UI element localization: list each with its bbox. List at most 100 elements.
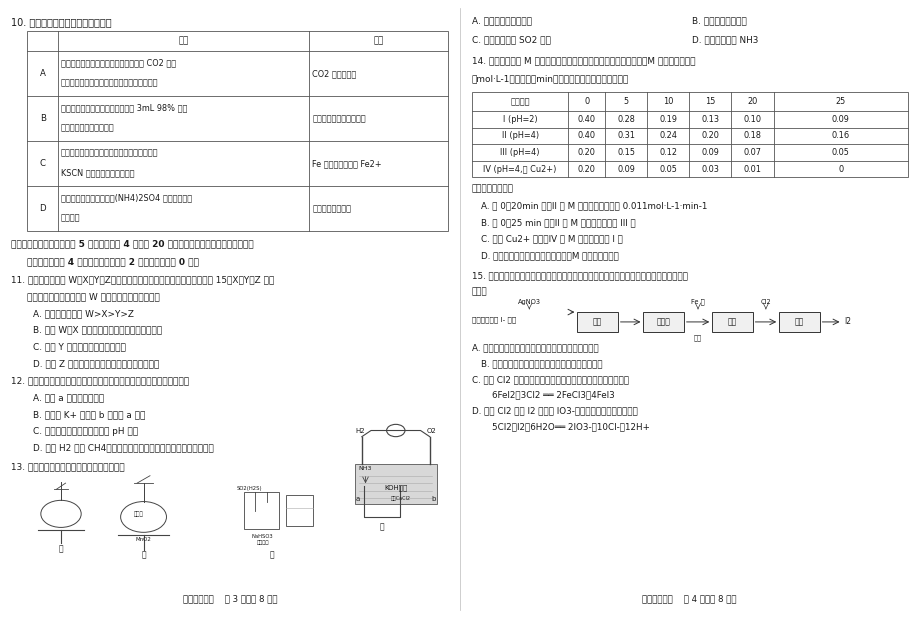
Text: Fe 被稀硝酸氧化为 Fe2+: Fe 被稀硝酸氧化为 Fe2+ <box>312 159 381 168</box>
Text: KSCN 溶液，溶液不呈血红色: KSCN 溶液，溶液不呈血红色 <box>61 168 134 177</box>
Text: 时间水样: 时间水样 <box>510 97 529 106</box>
Text: 铝与浓硫酸常温下不反应: 铝与浓硫酸常温下不反应 <box>312 114 366 123</box>
Text: II (pH=4): II (pH=4) <box>501 131 538 140</box>
Bar <box>27 31 448 231</box>
Text: 5: 5 <box>623 97 628 106</box>
Text: （mol·L-1）随时间（min）变化的有关实验数据见下表。: （mol·L-1）随时间（min）变化的有关实验数据见下表。 <box>471 74 629 83</box>
Text: SO2(H2S): SO2(H2S) <box>236 486 262 491</box>
Text: A. 用甲装置做喷泉实验: A. 用甲装置做喷泉实验 <box>471 17 531 26</box>
Text: B. 元素 W、X 的简单离子具有相同的电子层结构: B. 元素 W、X 的简单离子具有相同的电子层结构 <box>33 326 163 334</box>
Text: A: A <box>40 69 46 78</box>
Text: KOH溶液: KOH溶液 <box>384 484 407 491</box>
Text: AgNO3: AgNO3 <box>517 298 540 305</box>
Text: 0.16: 0.16 <box>831 131 849 140</box>
Text: 浓盐酸: 浓盐酸 <box>134 511 143 517</box>
Text: 将稀硝酸加入过量铁粉中，充分反应后再滴加: 将稀硝酸加入过量铁粉中，充分反应后再滴加 <box>61 148 158 158</box>
Text: 0.13: 0.13 <box>700 115 719 124</box>
Text: 0.24: 0.24 <box>659 131 676 140</box>
Text: 11. 已知短周期元素 W、X、Y、Z，原子序数依次增大，最外层电子数之和为 15。X、Y、Z 为同: 11. 已知短周期元素 W、X、Y、Z，原子序数依次增大，最外层电子数之和为 1… <box>10 276 274 285</box>
Text: 0.40: 0.40 <box>577 131 595 140</box>
Text: 0.09: 0.09 <box>617 164 634 174</box>
Text: A. 整个流程中涉及的化学反应类型均为氧化还原反应: A. 整个流程中涉及的化学反应类型均为氧化还原反应 <box>471 343 598 352</box>
Text: 富集: 富集 <box>593 318 602 326</box>
Text: 二、不定项选择题：本题共 5 小题，每小题 4 分，共 20 分。每小题有一个或两个选项符合题: 二、不定项选择题：本题共 5 小题，每小题 4 分，共 20 分。每小题有一个或… <box>10 239 253 248</box>
Text: Cl2: Cl2 <box>760 298 770 305</box>
Text: I (pH=2): I (pH=2) <box>502 115 537 124</box>
Text: I2: I2 <box>844 318 850 326</box>
Text: 12. 右图为氢氧燃料电池结构示意图，下列有关该电池的说法不正确的是: 12. 右图为氢氧燃料电池结构示意图，下列有关该电池的说法不正确的是 <box>10 377 188 386</box>
Text: 0.03: 0.03 <box>700 164 719 174</box>
Text: D. 如把 H2 换成 CH4，产生相同的电量，消耗氧气的物质的量相同: D. 如把 H2 换成 CH4，产生相同的电量，消耗氧气的物质的量相同 <box>33 443 214 452</box>
Text: 14. 对水样中溶质 M 的分解速率影响因素进行研究。在相同温度下，M 的物质的量浓度: 14. 对水样中溶质 M 的分解速率影响因素进行研究。在相同温度下，M 的物质的… <box>471 57 695 66</box>
Text: 15. 碘及其化合物广泛用于医药、染料等方面。一种制备方法如图所示，下列有关说法正确: 15. 碘及其化合物广泛用于医药、染料等方面。一种制备方法如图所示，下列有关说法… <box>471 271 687 280</box>
Text: D. 过量 Cl2 会将 I2 氧化为 IO3-，其反应的离子方程式为：: D. 过量 Cl2 会将 I2 氧化为 IO3-，其反应的离子方程式为： <box>471 407 637 416</box>
Text: 20: 20 <box>746 97 757 106</box>
Text: III (pH=4): III (pH=4) <box>500 148 539 157</box>
Text: 下列说法正确的是: 下列说法正确的是 <box>471 185 514 193</box>
Text: 沉淀产生: 沉淀产生 <box>61 213 81 222</box>
Text: 转化: 转化 <box>727 318 736 326</box>
Text: B. 用乙装置制备氯气: B. 用乙装置制备氯气 <box>691 17 746 26</box>
Text: 0.10: 0.10 <box>743 115 761 124</box>
Text: 丙: 丙 <box>269 551 274 560</box>
Text: 10: 10 <box>663 97 673 106</box>
Text: 6FeI2＋3Cl2 ══ 2FeCl3＋4FeI3: 6FeI2＋3Cl2 ══ 2FeCl3＋4FeI3 <box>481 391 614 400</box>
Text: B. 转化中生成的沉淀与硝酸反应的产物可循环使用: B. 转化中生成的沉淀与硝酸反应的产物可循环使用 <box>481 359 602 368</box>
Text: 结论: 结论 <box>373 36 383 46</box>
Text: 高一化学试题    第 3 页（共 8 页）: 高一化学试题 第 3 页（共 8 页） <box>183 594 278 603</box>
Text: 0.09: 0.09 <box>700 148 719 157</box>
Text: C: C <box>40 159 46 168</box>
Text: D: D <box>40 204 46 213</box>
Bar <box>577 312 617 332</box>
Text: 将打磨过的铝条放入试管，再加入 3mL 98% 浓硫: 将打磨过的铝条放入试管，再加入 3mL 98% 浓硫 <box>61 104 187 112</box>
Text: 意，全部选对得 4 分，选对但不全的得 2 分，有选错的得 0 分。: 意，全部选对得 4 分，选对但不全的得 2 分，有选错的得 0 分。 <box>27 257 199 266</box>
Text: 25: 25 <box>834 97 845 106</box>
Bar <box>244 493 279 529</box>
Text: 0.19: 0.19 <box>659 115 676 124</box>
Bar <box>354 464 437 504</box>
Text: 0.07: 0.07 <box>743 148 761 157</box>
Text: 0.40: 0.40 <box>577 115 595 124</box>
Text: 10. 下列由实验得出的结论正确的是: 10. 下列由实验得出的结论正确的是 <box>10 17 111 27</box>
Text: 实验: 实验 <box>178 36 188 46</box>
Text: C. 元素 Y 的主族序数与周期数相同: C. 元素 Y 的主族序数与周期数相同 <box>33 342 126 351</box>
Text: 向鸡蛋白溶液中加入饱和(NH4)2SO4 溶液，有白色: 向鸡蛋白溶液中加入饱和(NH4)2SO4 溶液，有白色 <box>61 193 192 203</box>
Text: NH3: NH3 <box>358 466 372 471</box>
Text: B. 溶液中 K+ 由电极 b 向电极 a 移动: B. 溶液中 K+ 由电极 b 向电极 a 移动 <box>33 410 146 419</box>
Text: H2: H2 <box>355 428 365 434</box>
Text: 将金属钠在燃烧匙中点燃迅速伸入集满 CO2 的集: 将金属钠在燃烧匙中点燃迅速伸入集满 CO2 的集 <box>61 59 176 68</box>
Text: C. 通入 Cl2 后，若氧化产物只有一种，反应的化学方程式为：: C. 通入 Cl2 后，若氧化产物只有一种，反应的化学方程式为： <box>471 375 629 384</box>
Text: B: B <box>40 114 46 123</box>
Text: 甲: 甲 <box>59 544 63 554</box>
Bar <box>778 312 819 332</box>
Text: 氧化: 氧化 <box>794 318 803 326</box>
Text: 0.31: 0.31 <box>617 131 634 140</box>
Text: 0.01: 0.01 <box>743 164 761 174</box>
Text: b: b <box>431 496 436 502</box>
Text: C. 电池工作一段时间后溶液的 pH 减小: C. 电池工作一段时间后溶液的 pH 减小 <box>33 426 139 436</box>
Text: 0.28: 0.28 <box>617 115 634 124</box>
Text: 0.09: 0.09 <box>831 115 848 124</box>
Text: 萃取液: 萃取液 <box>656 318 670 326</box>
Text: 0.20: 0.20 <box>577 164 595 174</box>
Bar <box>471 93 907 177</box>
Text: 5Cl2＋I2＋6H2O══ 2IO3-＋10Cl-＋12H+: 5Cl2＋I2＋6H2O══ 2IO3-＋10Cl-＋12H+ <box>481 423 649 432</box>
Text: 0.05: 0.05 <box>831 148 848 157</box>
Bar <box>286 496 312 526</box>
Text: B. 在 0～25 min 内，II 中 M 的分解百分率比 III 大: B. 在 0～25 min 内，II 中 M 的分解百分率比 III 大 <box>481 218 635 227</box>
Text: 周期相邻元素，且均不与 W 同族。下列结论正确的是: 周期相邻元素，且均不与 W 同族。下列结论正确的是 <box>27 292 160 302</box>
Text: 0.20: 0.20 <box>700 131 719 140</box>
Text: 丁: 丁 <box>380 522 384 531</box>
Text: 0.20: 0.20 <box>577 148 595 157</box>
Text: D. 元素 Z 的最高价氧化物的水化物酸性强于碳酸: D. 元素 Z 的最高价氧化物的水化物酸性强于碳酸 <box>33 359 160 368</box>
Text: D. 其它条件相同时，水样酸性越强，M 的分解速率越快: D. 其它条件相同时，水样酸性越强，M 的分解速率越快 <box>481 251 618 260</box>
Text: NaHSO3
饱和溶液: NaHSO3 饱和溶液 <box>252 534 273 545</box>
Bar <box>711 312 752 332</box>
Text: 蛋白质发生了变性: 蛋白质发生了变性 <box>312 204 351 213</box>
Text: 气瓶，产生大量的白烟，瓶内有黑色颗粒产生: 气瓶，产生大量的白烟，瓶内有黑色颗粒产生 <box>61 78 158 87</box>
Text: 0.15: 0.15 <box>617 148 634 157</box>
Text: A. 在 0～20min 内，II 中 M 的平均分解速率为 0.011mol·L-1·min-1: A. 在 0～20min 内，II 中 M 的平均分解速率为 0.011mol·… <box>481 201 707 210</box>
Text: C. 由于 Cu2+ 存在，IV 中 M 的分解速率比 I 快: C. 由于 Cu2+ 存在，IV 中 M 的分解速率比 I 快 <box>481 235 622 243</box>
Text: C. 用丙装置提纯 SO2 气体: C. 用丙装置提纯 SO2 气体 <box>471 35 550 44</box>
Text: O2: O2 <box>426 428 436 434</box>
